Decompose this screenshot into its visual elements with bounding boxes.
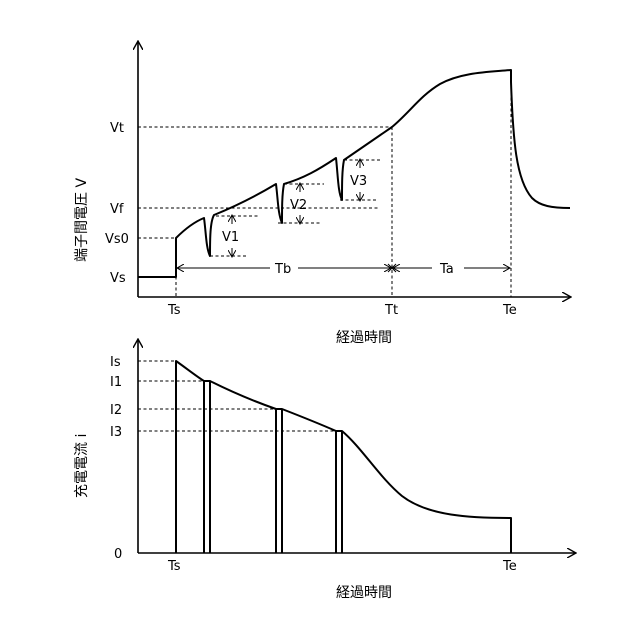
pulse-3-lines <box>336 431 342 553</box>
i3-label: I3 <box>110 425 122 440</box>
vs-label: Vs <box>110 271 126 286</box>
vt-label: Vt <box>110 121 124 136</box>
v3-label: V3 <box>350 174 367 189</box>
voltage-y-axis-title: 端子間電圧 V <box>74 178 90 262</box>
ts-label: Ts <box>167 303 181 318</box>
is-label: Is <box>110 355 121 370</box>
pulse-1-lines <box>204 381 210 553</box>
vf-label: Vf <box>110 202 124 217</box>
ts-label-bottom: Ts <box>167 559 181 574</box>
i1-label: I1 <box>110 375 122 390</box>
i2-label: I2 <box>110 403 122 418</box>
current-y-axis-title: 充電電流 i <box>74 434 90 498</box>
pulse-2-lines <box>276 409 282 553</box>
v2-label: V2 <box>290 198 307 213</box>
voltage-x-axis-title: 経過時間 <box>336 330 392 346</box>
tt-label: Tt <box>384 303 398 318</box>
voltage-chart: Vt Vf Vs0 Vs Ts Tt Te V1 V2 V3 Tb Ta 端子間… <box>74 42 570 346</box>
v1-label: V1 <box>222 230 239 245</box>
current-chart: Is I1 I2 I3 0 Ts Te 充電電流 i 経過時間 <box>74 340 575 601</box>
vs0-label: Vs0 <box>105 232 129 247</box>
te-label: Te <box>502 303 517 318</box>
tb-label: Tb <box>274 262 291 277</box>
current-x-axis-title: 経過時間 <box>336 585 392 601</box>
te-label-bottom: Te <box>502 559 517 574</box>
ta-label: Ta <box>439 262 454 277</box>
zero-label: 0 <box>114 547 122 562</box>
current-curve <box>176 361 511 553</box>
